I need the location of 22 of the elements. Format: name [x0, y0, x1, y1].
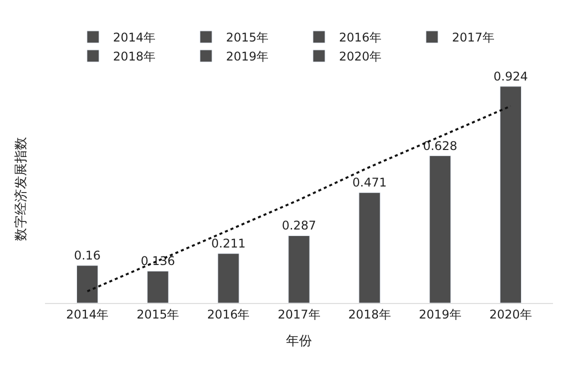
- y-axis-title: 数字经济发展指数: [12, 137, 29, 241]
- legend-label: 2016年: [339, 30, 382, 45]
- legend-label: 2015年: [226, 30, 269, 45]
- data-label: 0.287: [282, 218, 316, 233]
- x-tick-label: 2015年: [136, 307, 180, 322]
- data-label: 0.924: [493, 69, 528, 84]
- legend-label: 2018年: [113, 50, 156, 64]
- data-label: 0.211: [211, 236, 246, 251]
- data-label: 0.628: [422, 138, 458, 153]
- legend-label: 2020年: [339, 50, 382, 64]
- legend-label: 2017年: [452, 30, 495, 45]
- x-tick-label: 2014年: [66, 307, 109, 322]
- data-label: 0.16: [74, 248, 101, 262]
- x-tick-label: 2016年: [207, 307, 250, 322]
- x-tick-label: 2017年: [278, 307, 320, 322]
- x-tick-label: 2019年: [418, 307, 462, 322]
- data-label: 0.471: [352, 176, 387, 190]
- x-tick-label: 2018年: [348, 307, 391, 322]
- legend-label: 2019年: [226, 50, 269, 64]
- x-axis-title: 年份: [286, 334, 312, 349]
- x-tick-label: 2020年: [489, 307, 532, 322]
- legend-label: 2014年: [113, 30, 156, 45]
